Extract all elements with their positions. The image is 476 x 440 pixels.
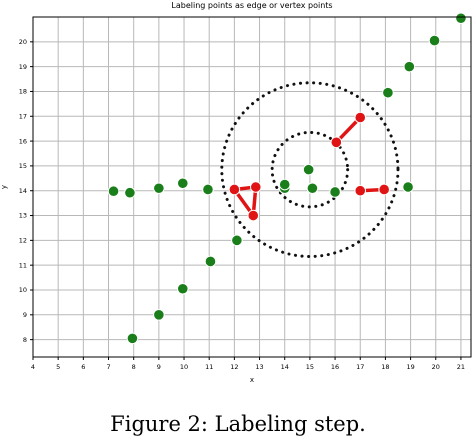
y-tick-label: 9: [23, 311, 27, 319]
x-axis-label: x: [250, 376, 254, 384]
x-tick-label: 13: [255, 363, 263, 371]
y-tick-label: 12: [19, 237, 27, 245]
x-tick-label: 5: [56, 363, 60, 371]
x-tick-label: 8: [132, 363, 136, 371]
data-point: [176, 177, 189, 190]
data-point: [126, 332, 139, 345]
y-tick-label: 19: [19, 63, 27, 71]
data-point: [107, 185, 120, 198]
x-ticks: 4 5 6 7 8 9 10 11 12 13 14 15 16 17 18 19 20 21: [31, 357, 465, 371]
y-tick-label: 10: [19, 286, 27, 294]
plot-frame: [32, 16, 472, 358]
x-tick-label: 12: [230, 363, 238, 371]
x-tick-label: 14: [281, 363, 289, 371]
y-tick-label: 16: [19, 137, 27, 145]
y-tick-label: 14: [19, 187, 27, 195]
x-tick-label: 20: [432, 363, 440, 371]
x-tick-label: 18: [381, 363, 389, 371]
data-point: [153, 182, 165, 195]
y-ticks: 8 9 10 11 12 13 14 15 16 17 18 19 20: [19, 38, 33, 344]
data-point: [124, 186, 136, 199]
x-tick-label: 17: [356, 363, 364, 371]
data-point: [403, 60, 416, 73]
x-tick-label: 6: [81, 363, 85, 371]
data-point: [204, 255, 217, 268]
data-point: [428, 34, 441, 47]
labeled-point: [330, 136, 343, 149]
x-tick-label: 21: [457, 363, 465, 371]
figure-caption: Figure 2: Labeling step.: [110, 412, 366, 436]
radius-circles: [220, 81, 400, 258]
labeled-edges: [228, 111, 390, 222]
x-tick-label: 10: [180, 363, 188, 371]
x-tick-label: 9: [157, 363, 161, 371]
data-point: [202, 183, 214, 196]
x-tick-label: 15: [306, 363, 314, 371]
dotted-radius-circle: [270, 130, 350, 209]
data-point: [306, 182, 319, 195]
data-point: [176, 282, 189, 295]
y-tick-label: 18: [19, 88, 27, 96]
y-tick-label: 20: [19, 38, 27, 46]
data-point: [302, 163, 315, 176]
labeled-point: [247, 209, 260, 222]
y-axis-label: y: [0, 185, 8, 189]
x-tick-label: 7: [106, 363, 110, 371]
x-tick-label: 4: [31, 363, 35, 371]
y-tick-label: 13: [19, 212, 27, 220]
dotted-radius-circle: [220, 81, 400, 258]
data-point: [231, 234, 243, 247]
data-point: [402, 181, 414, 193]
data-point: [329, 186, 341, 198]
labeled-edge-line: [232, 185, 258, 218]
y-tick-label: 8: [23, 336, 27, 344]
y-tick-label: 11: [19, 261, 27, 269]
labeled-point: [354, 111, 367, 124]
x-tick-label: 19: [406, 363, 414, 371]
data-points: [107, 12, 467, 345]
data-point: [278, 178, 291, 191]
x-tick-label: 11: [205, 363, 213, 371]
data-point: [455, 12, 467, 25]
x-tick-label: 16: [331, 363, 339, 371]
data-point: [153, 309, 165, 321]
y-tick-label: 17: [19, 112, 27, 120]
chart-title: Labeling points as edge or vertex points: [171, 1, 332, 10]
labeled-point: [378, 183, 390, 196]
labeled-point: [228, 183, 241, 196]
y-tick-label: 15: [19, 162, 27, 170]
data-point: [382, 86, 394, 99]
labeled-point: [354, 184, 367, 197]
labeled-point: [249, 181, 262, 193]
